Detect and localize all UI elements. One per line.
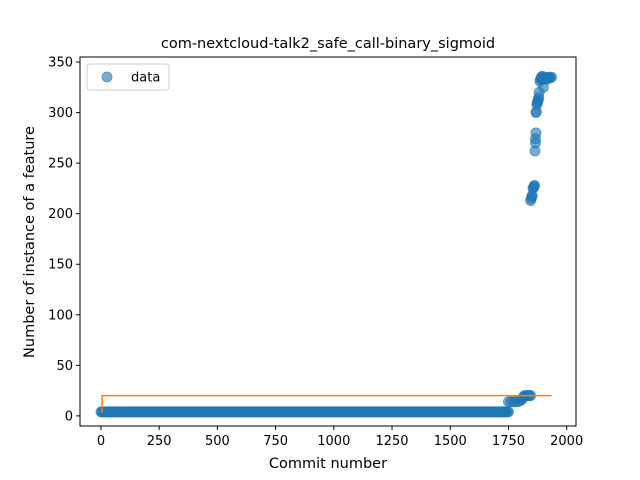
fit-line [100, 394, 552, 413]
data-point [546, 71, 558, 83]
x-tick-label: 1000 [317, 434, 350, 449]
x-tick-label: 500 [205, 434, 230, 449]
x-tick-label: 2000 [550, 434, 583, 449]
data-point [529, 179, 541, 191]
data-point [530, 127, 542, 139]
chart-title: com-nextcloud-talk2_safe_call-binary_sig… [161, 36, 495, 52]
legend-marker [101, 71, 113, 83]
y-tick-label: 250 [48, 157, 73, 172]
x-tick-label: 250 [147, 434, 172, 449]
legend-box [86, 63, 170, 91]
legend-label-data: data [131, 71, 160, 86]
y-tick-label: 100 [48, 308, 73, 323]
x-tick-label: 1500 [434, 434, 467, 449]
legend: data [86, 63, 170, 91]
x-axis-label: Commit number [269, 456, 387, 472]
y-tick-label: 300 [48, 106, 73, 121]
axes-frame [79, 56, 577, 427]
x-tick-label: 750 [263, 434, 288, 449]
x-axis: 0 250 500 750 1000 1250 1500 1750 2000 [97, 426, 583, 449]
x-tick-label: 1250 [375, 434, 408, 449]
y-tick-label: 0 [65, 409, 73, 424]
y-tick-label: 50 [56, 359, 73, 374]
y-axis: 0 50 100 150 200 250 300 350 [48, 56, 80, 424]
x-tick-label: 0 [97, 434, 105, 449]
y-tick-label: 150 [48, 258, 73, 273]
y-tick-label: 200 [48, 207, 73, 222]
data-point [502, 406, 514, 418]
x-tick-label: 1750 [492, 434, 525, 449]
plot-area [95, 70, 558, 418]
y-tick-label: 350 [48, 56, 73, 71]
y-axis-label: Number of instance of a feature [22, 126, 38, 358]
